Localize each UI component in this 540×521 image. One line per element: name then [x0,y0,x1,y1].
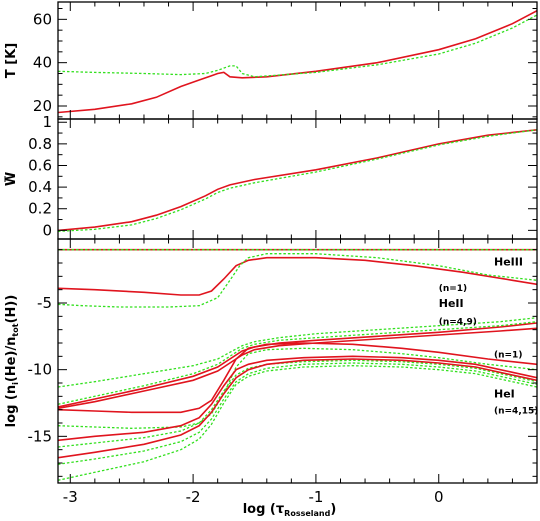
dilution-curves [58,129,537,233]
dilution-reference-line-1 [58,129,537,233]
y-tick-label: -10 [28,361,53,379]
populations-model-line-7 [58,327,537,410]
y-tick-label: 0.4 [28,178,52,196]
y-tick-label: 40 [33,54,52,72]
populations-model-line-12 [58,358,537,459]
dilution-frame [57,118,538,240]
level-annotation: (n=1) [439,284,467,294]
populations-reference-line-4 [58,317,537,388]
y-tick-label: 1 [42,113,52,131]
y-tick-label: -15 [28,427,53,445]
populations-reference-line-3 [58,253,537,308]
populations-model-line-2 [58,256,537,296]
x-tick-label: -2 [186,488,201,506]
level-annotation: HeIII [494,256,523,269]
dilution-model-line-0 [58,129,537,232]
x-axis-label: log (τRosseland) [243,502,337,518]
x-tick-label: -1 [308,488,323,506]
populations-curves [58,248,537,481]
dilution-ylabel: W [4,172,19,186]
dilution-panel: 0 0.2 0.4 0.6 0.8 1 W [4,113,538,240]
temperature-panel: 20 40 60 T [K] [4,1,538,120]
y-tick-label: 20 [33,97,52,115]
populations-frame [57,238,538,484]
y-tick-label: 0.6 [28,156,52,174]
populations-model-line-10 [58,355,537,442]
populations-reference-line-6 [58,321,537,405]
level-annotation: (n=1) [494,351,522,361]
populations-reference-line-13 [58,362,537,465]
y-tick-label: 0.8 [28,135,52,153]
x-tick-label: 0 [434,488,444,506]
y-tick-label: 60 [33,10,52,28]
populations-model-line-8 [58,342,537,414]
temperature-curves [58,9,537,114]
temperature-ylabel: T [K] [4,43,19,78]
temperature-frame [57,1,538,120]
temperature-model-line-0 [58,9,537,114]
x-tick-label: -3 [63,488,78,506]
temperature-reference-line-1 [58,14,537,78]
level-annotation: HeI [494,388,515,401]
y-tick-label: 0 [42,221,52,239]
level-annotation: HeII [439,297,464,310]
y-tick-label: 0.2 [28,200,52,218]
populations-ylabel: log (ni(He)/ntot(H)) [4,295,20,428]
level-annotation: (n=4,9) [439,317,477,327]
populations-reference-line-9 [58,347,537,429]
y-tick-label: -5 [37,294,52,312]
level-annotation: (n=4,15) [494,407,538,417]
populations-reference-line-14 [58,365,537,481]
